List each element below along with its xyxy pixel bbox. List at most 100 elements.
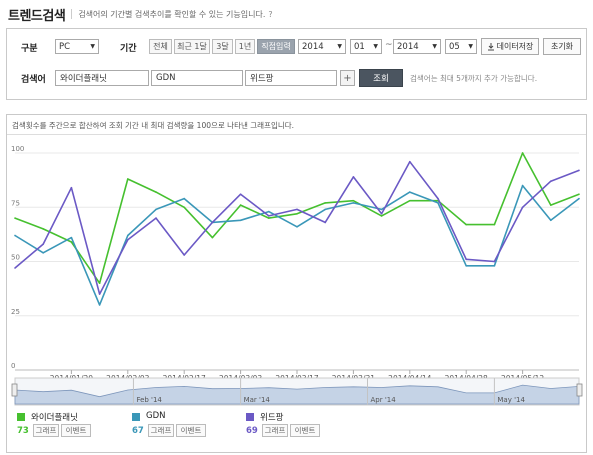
series-2-point-2: [70, 236, 73, 239]
legend-value-2: 67: [132, 426, 144, 436]
series-3-point-6: [183, 254, 185, 256]
legend-graph-button-3[interactable]: 그래프: [262, 424, 288, 437]
series-3-point-17: [493, 260, 496, 263]
series-3-point-10: [296, 208, 298, 211]
end-year-select[interactable]: 2014 ▼: [393, 39, 441, 54]
series-1-point-14: [409, 199, 411, 202]
series-1-point-16: [465, 223, 468, 226]
series-3-point-7: [211, 221, 214, 224]
series-3-point-18: [521, 206, 524, 209]
period-custom-button[interactable]: 직접입력: [257, 39, 295, 54]
navigator-label-0: Feb '14: [136, 396, 162, 404]
series-3-point-13: [380, 212, 383, 215]
series-3-point-20: [578, 169, 580, 172]
series-1-point-9: [268, 217, 270, 219]
legend-item-2: GDN 67 그래프 이벤트: [132, 411, 252, 451]
series-1-point-4: [127, 178, 129, 180]
series-1-point-10: [296, 212, 298, 215]
chevron-down-icon: ▼: [337, 43, 342, 50]
series-2-point-19: [550, 219, 552, 222]
search-button[interactable]: 조회: [359, 69, 403, 87]
chevron-down-icon: ▼: [90, 43, 95, 50]
y-tick-label-100: 100: [11, 145, 24, 153]
legend-swatch-1: [17, 413, 25, 421]
series-2-point-20: [578, 197, 580, 200]
series-2-point-8: [239, 219, 242, 222]
series-1-point-6: [183, 206, 185, 209]
search-form: 구분 PC ▼ 기간 전체 최근 1달 3달 1년 직접입력 2014 ▼ 01 ▼ …: [6, 28, 587, 100]
reset-button[interactable]: 초기화: [543, 38, 581, 55]
legend-swatch-2: [132, 413, 140, 421]
legend-name-3: 위드팡: [260, 413, 284, 423]
series-3-point-19: [550, 180, 552, 183]
series-2-point-12: [352, 202, 355, 204]
series-2-point-9: [268, 210, 270, 213]
series-3-point-12: [352, 176, 355, 178]
legend-graph-button-2[interactable]: 그래프: [148, 424, 174, 437]
series-1-point-0: [14, 217, 16, 219]
series-1-point-1: [42, 228, 44, 230]
keyword-input-1[interactable]: 와이더플래닛: [55, 70, 149, 86]
page-title: 트렌드검색: [8, 8, 66, 24]
start-year-select[interactable]: 2014 ▼: [298, 39, 346, 54]
series-1-point-17: [493, 223, 496, 226]
download-icon: [487, 42, 494, 50]
navigator-label-3: May '14: [497, 396, 525, 404]
series-2-point-0: [14, 234, 16, 237]
trend-line-chart[interactable]: 02550751002014/01/202014/02/032014/02/17…: [7, 115, 588, 411]
series-2-point-13: [380, 208, 383, 211]
legend-event-button-1[interactable]: 이벤트: [61, 424, 91, 437]
series-2-point-16: [465, 265, 468, 267]
series-3-point-8: [239, 193, 242, 196]
navigator-left-handle: [11, 383, 18, 397]
series-2-point-15: [437, 202, 439, 204]
series-line-2: [14, 184, 580, 306]
save-data-button[interactable]: 데이터저장: [481, 38, 539, 55]
device-label: 구분: [21, 44, 38, 54]
legend-swatch-3: [246, 413, 254, 421]
y-tick-label-25: 25: [11, 308, 20, 316]
series-1-point-5: [155, 191, 157, 193]
add-keyword-button[interactable]: +: [340, 70, 355, 86]
legend-name-2: GDN: [146, 411, 166, 421]
keyword-input-3[interactable]: 위드팡: [245, 70, 337, 86]
series-2-point-17: [493, 265, 496, 267]
filter-row: 구분 PC ▼ 기간 전체 최근 1달 3달 1년 직접입력 2014 ▼ 01 ▼ …: [7, 36, 586, 58]
period-label: 기간: [120, 44, 137, 54]
series-2-point-3: [98, 304, 101, 306]
series-1-point-2: [70, 241, 73, 243]
period-3month-button[interactable]: 3달: [212, 39, 233, 54]
period-all-button[interactable]: 전체: [149, 39, 172, 54]
series-1-point-19: [550, 204, 552, 206]
legend-event-button-2[interactable]: 이벤트: [176, 424, 206, 437]
series-1-point-12: [352, 199, 355, 202]
navigator-label-2: Apr '14: [371, 396, 397, 404]
start-month-select[interactable]: 01 ▼: [350, 39, 382, 54]
period-1year-button[interactable]: 1년: [235, 39, 255, 54]
device-select-value: PC: [59, 41, 71, 52]
navigator-label-1: Mar '14: [244, 396, 271, 404]
end-month-select[interactable]: 05 ▼: [445, 39, 477, 54]
series-3-point-14: [409, 160, 411, 163]
help-icon[interactable]: ?: [268, 9, 273, 19]
series-2-point-5: [155, 208, 157, 211]
save-data-label: 데이터저장: [496, 42, 534, 51]
series-3-point-16: [465, 258, 468, 261]
y-tick-label-50: 50: [11, 254, 20, 262]
page-header: 트렌드검색 검색어의 기간별 검색추이를 확인할 수 있는 기능입니다. ?: [8, 4, 273, 24]
series-1-point-3: [98, 282, 101, 284]
chevron-down-icon: ▼: [432, 43, 437, 50]
series-2-point-6: [183, 197, 185, 200]
series-1-point-18: [521, 152, 524, 154]
device-select[interactable]: PC ▼: [55, 39, 99, 54]
start-year-value: 2014: [302, 41, 324, 52]
keyword-input-2[interactable]: GDN: [151, 70, 243, 86]
page-description: 검색어의 기간별 검색추이를 확인할 수 있는 기능입니다.: [78, 9, 266, 19]
start-month-value: 01: [354, 41, 365, 52]
legend-graph-button-1[interactable]: 그래프: [33, 424, 59, 437]
series-2-point-18: [521, 184, 524, 187]
series-3-point-11: [324, 221, 327, 224]
period-1month-button[interactable]: 최근 1달: [174, 39, 210, 54]
legend-event-button-3[interactable]: 이벤트: [290, 424, 320, 437]
series-3-point-2: [70, 186, 73, 189]
